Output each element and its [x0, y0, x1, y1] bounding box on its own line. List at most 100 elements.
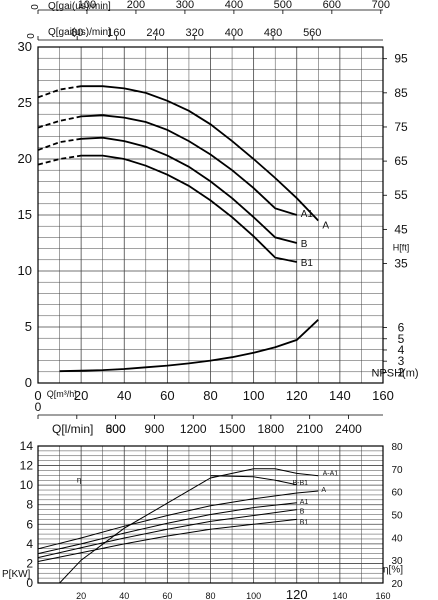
left-axis-tick-label: 20 [18, 151, 32, 166]
head-curve-label: B [301, 239, 308, 250]
x-axis-tick-label: 120 [286, 388, 308, 403]
power-curve-a1 [37, 502, 297, 555]
top-axis-1-tick-label: 300 [176, 0, 194, 11]
eta-axis-label: η[%] [383, 564, 403, 575]
head-curve-label: A [322, 221, 329, 232]
power-x-tick-label: 100 [246, 591, 261, 600]
power-axis-tick-label: 12 [20, 459, 34, 473]
power-x-tick-label: 60 [162, 591, 172, 600]
power-axis-tick-label: 2 [26, 556, 33, 570]
lmin-tick-label: 600 [106, 422, 126, 436]
power-curve-a [37, 490, 319, 550]
right-head-tick-label: 95 [394, 52, 408, 66]
lmin-tick-label: 0 [35, 400, 42, 414]
power-x-tick-label: 120 [286, 587, 308, 600]
curves [37, 85, 319, 584]
top-axis-2-tick-label: 0 [26, 33, 37, 39]
left-axis-tick-label: 25 [18, 95, 32, 110]
power-curve-label: A1 [300, 499, 309, 506]
power-x-tick-label: 140 [332, 591, 347, 600]
head-curve-a1 [81, 114, 298, 216]
top-axis-2-tick-label: 400 [225, 27, 243, 39]
power-curve-label: A [321, 487, 326, 494]
eta-a-a1-label: A-A1 [323, 471, 339, 478]
head-curve-b1 [81, 154, 297, 263]
top-axis-1-label: Q[gai(us)/min] [48, 1, 111, 12]
x-axis-tick-label: 60 [160, 388, 174, 403]
x-axis-label: Q[m³/h] [47, 389, 77, 399]
lmin-axis-label: Q[l/min] [52, 422, 93, 436]
lmin-tick-label: 1800 [258, 422, 285, 436]
power-axis-tick-label: 6 [26, 517, 33, 531]
npsh-curve [59, 319, 319, 373]
power-curve-b [37, 509, 297, 559]
power-axis-tick-label: 8 [26, 498, 33, 512]
left-axis-tick-label: 5 [25, 319, 32, 334]
power-curve-b1 [37, 518, 297, 562]
top-axis-2-tick-label: 560 [303, 27, 321, 39]
panel-frames [37, 9, 387, 584]
power-axis-label: P[KW] [2, 569, 31, 580]
power-axis-tick-label: 4 [26, 537, 33, 551]
top-axis-2-tick-label: 480 [264, 27, 282, 39]
x-axis-tick-label: 0 [34, 388, 41, 403]
power-axis-tick-label: 0 [26, 576, 33, 590]
right-head-tick-label: 75 [394, 120, 408, 134]
top-axis-1-tick-label: 700 [372, 0, 390, 11]
top-axis-1-tick-label: 400 [225, 0, 243, 11]
efficiency-curve [59, 468, 319, 584]
power-panel-frame [37, 445, 384, 584]
head-curve-label: B1 [301, 258, 314, 269]
eta-axis-tick-label: 20 [391, 579, 403, 590]
lmin-tick-label: 1200 [180, 422, 207, 436]
eta-b-b1-label: B-B1 [292, 480, 308, 487]
power-axis-tick-label: 14 [20, 439, 34, 453]
top-axis-2-label: Q[gai(us)/min] [48, 27, 111, 38]
power-curve-label: B1 [300, 519, 309, 526]
right-npsh-tick-label: 3 [398, 354, 405, 368]
lmin-tick-label: 1500 [219, 422, 246, 436]
lmin-tick-label: 900 [144, 422, 164, 436]
eta-axis-tick-label: 60 [391, 488, 403, 499]
power-x-tick-label: 40 [119, 591, 129, 600]
left-axis-tick-label: 15 [18, 207, 32, 222]
eta-axis-tick-label: 80 [391, 442, 403, 453]
head-curve-dashed-b1 [37, 154, 82, 166]
power-x-tick-label: 80 [205, 591, 215, 600]
power-axis-tick-label: 10 [20, 478, 34, 492]
lmin-tick-label: 2100 [296, 422, 323, 436]
right-head-tick-label: 35 [394, 257, 408, 271]
top-axis-1-tick-label: 500 [274, 0, 292, 11]
lmin-tick-label: 2400 [335, 422, 362, 436]
lmin-tick-label: 300 [106, 422, 126, 436]
top-axis-1-tick-label: 0 [30, 4, 41, 10]
eta-axis-tick-label: 70 [391, 465, 403, 476]
right-npsh-tick-label: 2 [398, 365, 405, 379]
right-npsh-tick-label: 5 [398, 332, 405, 346]
top-axis-1-tick-label: 200 [127, 0, 145, 11]
right-npsh-axis-label: NPSH(m) [371, 367, 418, 379]
top-axis-2-tick-label: 240 [146, 27, 164, 39]
left-axis-tick-label: 0 [25, 375, 32, 390]
eta-axis-tick-label: 50 [391, 511, 403, 522]
head-panel-frame [37, 46, 384, 384]
power-x-tick-label: 20 [76, 591, 86, 600]
eta-curve-label: η [77, 476, 81, 485]
right-head-tick-label: 65 [394, 154, 408, 168]
top-axis-1-tick-label: 100 [78, 0, 96, 11]
top-axis-2-tick-label: 160 [107, 27, 125, 39]
right-head-axis-label: H[ft] [393, 242, 410, 252]
x-axis-tick-label: 80 [203, 388, 217, 403]
eta-axis-tick-label: 40 [391, 533, 403, 544]
x-axis-tick-label: 100 [243, 388, 265, 403]
head-curve-b [81, 136, 298, 244]
top-axis-1-tick-label: 600 [323, 0, 341, 11]
right-head-tick-label: 55 [394, 188, 408, 202]
head-panel-grid [37, 46, 384, 384]
power-x-tick-label: 160 [375, 591, 390, 600]
right-head-tick-label: 45 [394, 222, 408, 236]
eta-axis-tick-label: 30 [391, 556, 403, 567]
